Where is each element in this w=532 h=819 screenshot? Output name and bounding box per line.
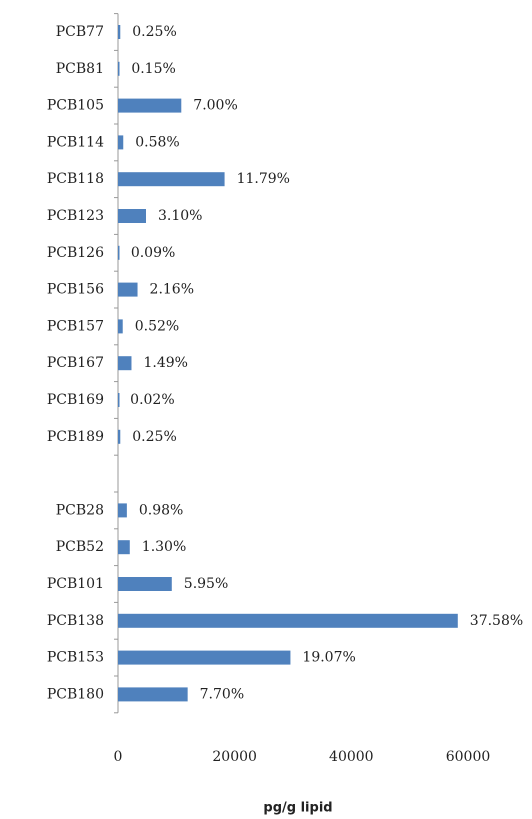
value-label: 0.58% (135, 134, 179, 150)
y-tick-label: PCB28 (56, 502, 104, 518)
x-axis-title: pg/g lipid (263, 801, 332, 816)
y-tick-label: PCB52 (56, 539, 104, 555)
bar (118, 25, 121, 39)
y-tick-label: PCB123 (47, 208, 104, 224)
y-tick-label: PCB114 (47, 134, 104, 150)
value-label: 19.07% (302, 650, 355, 666)
y-tick-label: PCB81 (56, 61, 104, 77)
bar (118, 393, 120, 407)
bar (118, 245, 120, 260)
bar (118, 319, 123, 334)
bar (118, 282, 138, 297)
bar (118, 650, 291, 665)
y-tick-label: PCB153 (47, 650, 104, 666)
value-label: 0.52% (135, 318, 179, 334)
y-tick-label: PCB169 (47, 392, 104, 408)
bar (118, 429, 121, 444)
y-tick-label: PCB126 (47, 245, 104, 261)
value-label: 11.79% (237, 171, 290, 187)
bar (118, 356, 132, 371)
y-tick-label: PCB167 (47, 355, 104, 371)
value-label: 1.30% (142, 539, 186, 555)
y-tick-label: PCB157 (47, 318, 104, 334)
bar (118, 613, 458, 628)
value-label: 2.16% (150, 282, 194, 298)
x-tick-label: 0 (114, 749, 123, 765)
y-tick-label: PCB77 (56, 24, 104, 40)
bar (118, 577, 172, 591)
bar (118, 98, 182, 113)
value-label: 37.58% (470, 613, 523, 629)
x-tick-label: 60000 (446, 749, 491, 765)
value-label: 3.10% (158, 208, 202, 224)
y-tick-label: PCB180 (47, 686, 104, 702)
value-label: 0.25% (132, 429, 176, 445)
value-label: 0.25% (132, 24, 176, 40)
value-label: 1.49% (143, 355, 187, 371)
value-label: 7.00% (193, 98, 237, 114)
y-tick-label: PCB138 (47, 613, 104, 629)
y-tick-label: PCB189 (47, 429, 104, 445)
bar (118, 61, 120, 76)
x-tick-label: 40000 (329, 749, 374, 765)
value-label: 0.15% (131, 61, 175, 77)
bar (118, 503, 127, 518)
bar (118, 209, 146, 223)
bar (118, 540, 130, 555)
y-tick-label: PCB156 (47, 282, 104, 298)
value-label: 7.70% (200, 686, 244, 702)
value-label: 5.95% (184, 576, 228, 592)
value-label: 0.02% (130, 392, 174, 408)
bar (118, 135, 124, 150)
y-tick-label: PCB105 (47, 98, 104, 114)
bar (118, 172, 225, 187)
y-tick-label: PCB118 (47, 171, 104, 187)
bar (118, 687, 188, 702)
y-tick-label: PCB101 (47, 576, 104, 592)
value-label: 0.98% (139, 502, 183, 518)
x-tick-label: 20000 (212, 749, 257, 765)
value-label: 0.09% (131, 245, 175, 261)
